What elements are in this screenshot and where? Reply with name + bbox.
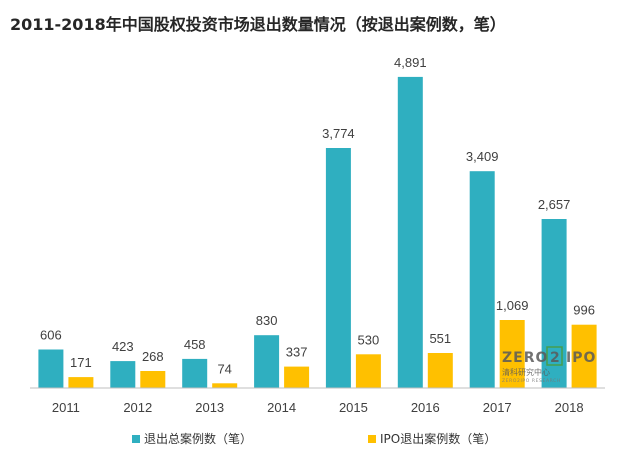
- label-ipo-2018: 996: [573, 303, 595, 318]
- legend-swatch-total: [132, 435, 140, 443]
- data-labels-group: 606 171 423 268 458 74 830 337 3,774 530 4,891 551 3…: [40, 55, 595, 376]
- bars-group: [38, 76, 597, 389]
- label-total-2017: 3,409: [466, 149, 499, 164]
- label-ipo-2012: 268: [142, 349, 164, 364]
- watermark-brand-mid: 2: [550, 350, 561, 366]
- bar-total-2013: [182, 358, 208, 388]
- legend-swatch-ipo: [368, 435, 376, 443]
- x-tick-2013: 2013: [195, 400, 224, 415]
- bar-ipo-2015: [355, 354, 381, 388]
- x-tick-2011: 2011: [52, 400, 80, 415]
- label-ipo-2011: 171: [70, 355, 92, 370]
- bar-ipo-2011: [68, 377, 94, 388]
- bar-total-2015: [325, 148, 351, 388]
- bar-total-2011: [38, 349, 64, 388]
- bar-total-2012: [110, 361, 136, 388]
- bar-ipo-2017: [499, 320, 525, 388]
- legend-label-ipo: IPO退出案例数（笔）: [380, 431, 496, 446]
- watermark-brand-left: ZERO: [502, 350, 548, 366]
- x-tick-2018: 2018: [555, 400, 584, 415]
- chart-title: 2011-2018年中国股权投资市场退出数量情况（按退出案例数，笔）: [10, 15, 506, 34]
- bar-ipo-2013: [212, 383, 238, 388]
- x-tick-2015: 2015: [339, 400, 368, 415]
- bar-total-2016: [397, 76, 423, 389]
- label-ipo-2017: 1,069: [496, 298, 529, 313]
- bar-ipo-2016: [427, 353, 453, 388]
- bar-ipo-2014: [284, 366, 310, 388]
- label-total-2016: 4,891: [394, 55, 427, 70]
- watermark-tagline: ZERO2IPO RESEARCH: [502, 378, 561, 384]
- label-total-2018: 2,657: [538, 197, 571, 212]
- bar-total-2014: [254, 335, 280, 388]
- label-total-2012: 423: [112, 339, 134, 354]
- label-total-2013: 458: [184, 337, 206, 352]
- bar-ipo-2012: [140, 371, 166, 388]
- bar-total-2017: [469, 171, 495, 388]
- legend: 退出总案例数（笔） IPO退出案例数（笔）: [132, 431, 496, 446]
- x-tick-labels: 2011 2012 2013 2014 2015 2016 2017 2018: [52, 400, 584, 415]
- watermark-subtitle: 清科研究中心: [502, 367, 550, 377]
- label-total-2014: 830: [256, 313, 278, 328]
- x-tick-2016: 2016: [411, 400, 440, 415]
- legend-label-total: 退出总案例数（笔）: [144, 431, 252, 446]
- label-ipo-2015: 530: [358, 332, 380, 347]
- zero2ipo-watermark: ZERO 2 IPO 清科研究中心 ZERO2IPO RESEARCH: [502, 346, 596, 384]
- x-tick-2012: 2012: [123, 400, 152, 415]
- bar-ipo-2018: [571, 324, 597, 388]
- x-tick-2014: 2014: [267, 400, 296, 415]
- label-ipo-2013: 74: [217, 361, 231, 376]
- watermark-brand-right: IPO: [566, 350, 596, 366]
- label-ipo-2014: 337: [286, 345, 308, 360]
- label-total-2015: 3,774: [322, 126, 355, 141]
- label-total-2011: 606: [40, 328, 62, 343]
- label-ipo-2016: 551: [429, 331, 451, 346]
- x-tick-2017: 2017: [483, 400, 512, 415]
- watermark-logo-box-icon: [546, 346, 563, 366]
